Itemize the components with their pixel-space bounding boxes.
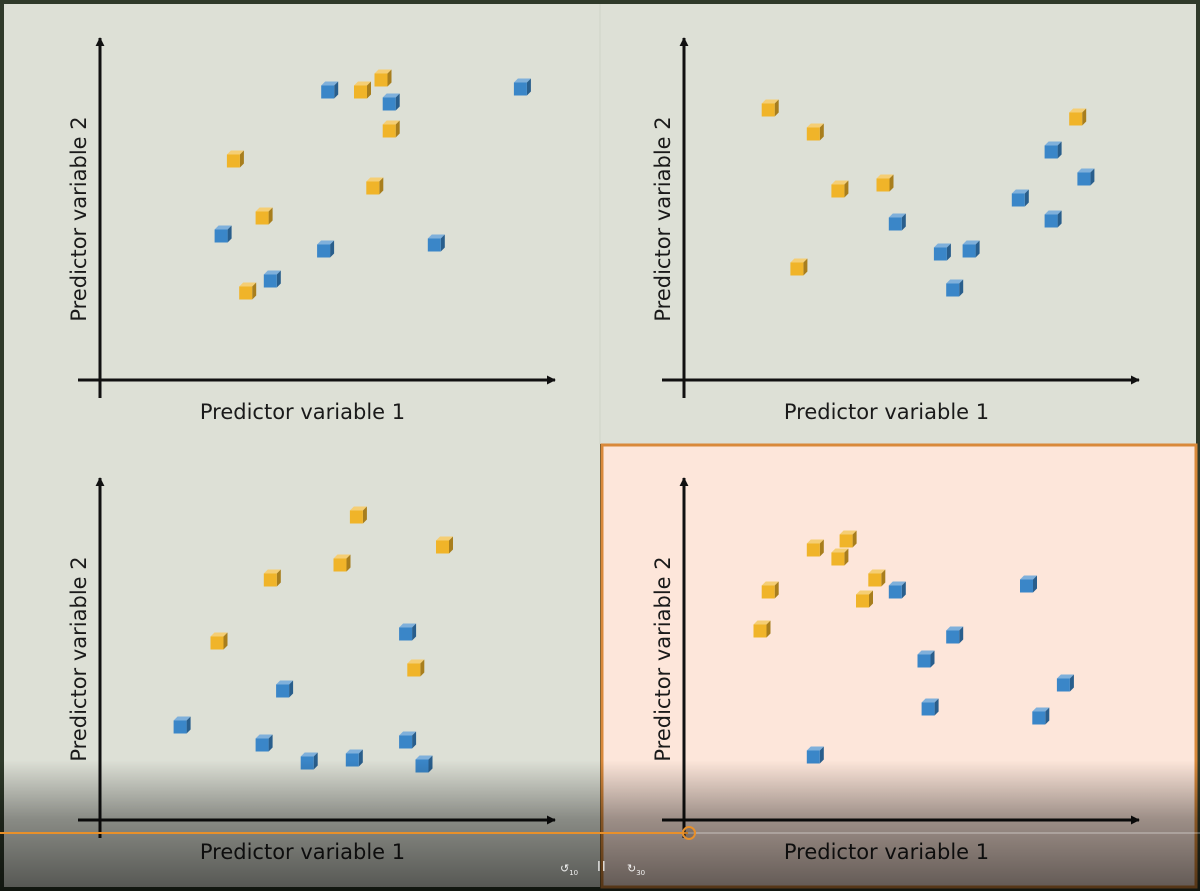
blue-point — [1044, 210, 1062, 228]
orange-point — [382, 120, 400, 138]
orange-point — [831, 180, 849, 198]
orange-point — [876, 174, 894, 192]
blue-point — [1020, 575, 1037, 593]
orange-point — [761, 581, 779, 599]
orange-point — [210, 632, 228, 650]
orange-point — [839, 530, 857, 548]
orange-point — [761, 99, 779, 117]
orange-point — [831, 548, 849, 566]
orange-point — [226, 150, 244, 168]
progress-fill — [0, 832, 688, 834]
blue-point — [427, 234, 445, 252]
y-axis-label: Predictor variable 2 — [67, 556, 91, 761]
blue-point — [399, 623, 417, 641]
blue-point — [300, 752, 318, 770]
series-blue — [888, 141, 1095, 297]
orange-point — [333, 554, 351, 572]
rewind-seconds: 10 — [569, 869, 579, 878]
orange-point — [407, 659, 425, 677]
orange-point — [255, 207, 273, 225]
x-axis-label: Predictor variable 1 — [784, 400, 989, 424]
orange-point — [263, 569, 281, 587]
orange-point — [239, 282, 257, 300]
blue-point — [921, 698, 939, 716]
forward-button[interactable]: ↻30 — [627, 862, 646, 878]
progress-handle[interactable] — [681, 826, 696, 840]
orange-point — [349, 506, 367, 524]
blue-point — [263, 270, 281, 288]
blue-point — [933, 243, 951, 261]
orange-point — [354, 81, 371, 99]
blue-point — [1056, 674, 1074, 692]
blue-point — [382, 93, 400, 111]
orange-point — [366, 177, 384, 195]
x-axis-label: Predictor variable 1 — [200, 840, 405, 864]
orange-point — [868, 569, 886, 587]
orange-point — [790, 258, 808, 276]
orange-point — [856, 590, 873, 608]
series-orange — [210, 506, 453, 677]
y-axis-label: Predictor variable 2 — [67, 116, 91, 321]
blue-point — [917, 650, 935, 668]
blue-point — [888, 213, 906, 231]
pause-button[interactable]: II — [597, 860, 607, 875]
blue-point — [1032, 707, 1050, 725]
blue-point — [415, 755, 433, 773]
blue-point — [345, 749, 363, 767]
series-orange — [226, 69, 400, 300]
blue-point — [806, 746, 824, 764]
blue-point — [962, 240, 980, 258]
blue-point — [317, 240, 335, 258]
blue-point — [399, 731, 417, 749]
blue-point — [276, 680, 294, 698]
series-blue — [806, 575, 1074, 764]
blue-point — [255, 734, 273, 752]
rewind-button[interactable]: ↺10 — [560, 862, 579, 878]
orange-point — [753, 620, 771, 638]
panel-top-left-bg — [4, 4, 600, 444]
orange-point — [374, 69, 392, 87]
blue-point — [888, 581, 906, 599]
orange-point — [806, 539, 824, 557]
blue-point — [321, 81, 339, 99]
forward-seconds: 30 — [636, 869, 646, 878]
y-axis-label: Predictor variable 2 — [651, 556, 675, 761]
progress-bar[interactable] — [0, 826, 1200, 840]
series-blue — [214, 78, 531, 288]
y-axis-label: Predictor variable 2 — [651, 116, 675, 321]
orange-point — [806, 123, 824, 141]
orange-point — [1069, 108, 1087, 126]
orange-point — [436, 536, 453, 554]
series-orange — [761, 99, 1087, 276]
blue-point — [214, 225, 232, 243]
blue-point — [513, 78, 531, 96]
blue-point — [1077, 168, 1095, 186]
series-orange — [753, 530, 886, 638]
blue-point — [946, 626, 964, 644]
blue-point — [946, 279, 964, 297]
x-axis-label: Predictor variable 1 — [200, 400, 405, 424]
x-axis-label: Predictor variable 1 — [784, 840, 989, 864]
blue-point — [1011, 189, 1029, 207]
scatter-chart-top-left: Predictor variable 1 Predictor variable 2 — [67, 37, 556, 424]
blue-point — [1044, 141, 1062, 159]
blue-point — [173, 716, 191, 734]
scatter-chart-top-right: Predictor variable 1 Predictor variable 2 — [651, 37, 1140, 424]
